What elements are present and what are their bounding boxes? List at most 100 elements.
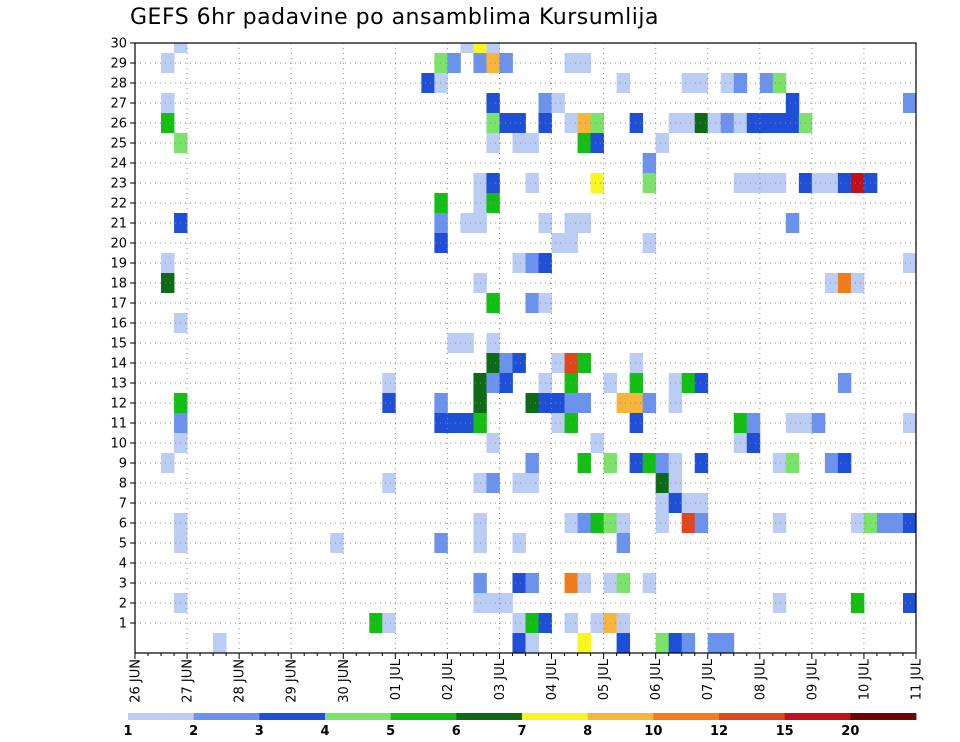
- heatmap-cell: [577, 393, 591, 413]
- heatmap-cell: [486, 93, 500, 113]
- heatmap-cell: [655, 133, 670, 153]
- heatmap-cell: [330, 533, 344, 553]
- heatmap-cell: [694, 493, 709, 513]
- heatmap-cell: [629, 113, 644, 133]
- heatmap-cell: [616, 573, 631, 593]
- heatmap-cell: [590, 513, 604, 533]
- heatmap-cell: [525, 613, 539, 633]
- heatmap-cell: [850, 173, 865, 193]
- x-tick-label: 30 JUN: [337, 659, 352, 703]
- heatmap-cell: [590, 133, 604, 153]
- heatmap-cell: [382, 373, 396, 393]
- legend-label: 6: [452, 724, 461, 739]
- heatmap-cell: [161, 113, 175, 133]
- legend-label: 15: [776, 724, 794, 739]
- heatmap-cell: [616, 533, 631, 553]
- heatmap-cell: [655, 493, 670, 513]
- heatmap-cell: [577, 113, 591, 133]
- y-tick-label: 29: [110, 57, 127, 72]
- heatmap-cell: [525, 453, 539, 473]
- heatmap-cell: [694, 513, 709, 533]
- heatmap-cell: [551, 233, 565, 253]
- heatmap-cell: [811, 173, 826, 193]
- y-tick-label: 11: [110, 417, 127, 432]
- heatmap-cell: [707, 633, 722, 653]
- heatmap-cell: [512, 133, 526, 153]
- y-tick-label: 7: [119, 497, 127, 512]
- heatmap-cell: [681, 113, 696, 133]
- heatmap-cell: [551, 93, 565, 113]
- heatmap-cell: [473, 43, 487, 53]
- y-tick-label: 23: [110, 177, 127, 192]
- heatmap-cell: [161, 253, 175, 273]
- heatmap-cell: [616, 73, 631, 93]
- heatmap-cell: [681, 373, 696, 393]
- heatmap-cell: [590, 173, 604, 193]
- heatmap-cell: [434, 393, 448, 413]
- legend-swatch: [784, 713, 851, 720]
- heatmap-cell: [434, 233, 448, 253]
- heatmap-cell: [512, 253, 526, 273]
- heatmap-cell: [447, 333, 461, 353]
- heatmap-cell: [486, 133, 500, 153]
- heatmap-cell: [434, 533, 448, 553]
- chart-title: GEFS 6hr padavine po ansamblima Kursumli…: [130, 5, 659, 30]
- heatmap-cell: [902, 253, 917, 273]
- heatmap-cell: [499, 353, 513, 373]
- heatmap-cell: [655, 473, 670, 493]
- heatmap-cell: [772, 173, 787, 193]
- legend-label: 20: [841, 724, 859, 739]
- legend-swatch: [719, 713, 786, 720]
- legend-swatch: [193, 713, 260, 720]
- heatmap-cell: [616, 393, 631, 413]
- heatmap-cell: [382, 473, 396, 493]
- heatmap-cell: [616, 613, 631, 633]
- x-tick-label: 10 JUL: [857, 658, 872, 700]
- heatmap-cell: [486, 433, 500, 453]
- legend-label: 4: [320, 724, 329, 739]
- heatmap-cell: [369, 613, 383, 633]
- y-tick-label: 17: [110, 297, 127, 312]
- heatmap-cell: [577, 133, 591, 153]
- heatmap-cell: [564, 233, 578, 253]
- y-tick-label: 26: [110, 117, 127, 132]
- heatmap-cell: [421, 73, 435, 93]
- heatmap-cell: [707, 113, 722, 133]
- legend-swatch: [456, 713, 523, 720]
- legend-label: 10: [644, 724, 662, 739]
- x-tick-label: 26 JUN: [129, 659, 144, 703]
- heatmap-cell: [512, 113, 526, 133]
- y-tick-label: 15: [110, 337, 127, 352]
- heatmap-cell: [772, 73, 787, 93]
- heatmap-cell: [564, 373, 578, 393]
- legend-swatch: [653, 713, 720, 720]
- heatmap-cell: [564, 413, 578, 433]
- heatmap-cell: [629, 373, 644, 393]
- heatmap-cell: [551, 413, 565, 433]
- heatmap-cell: [525, 133, 539, 153]
- heatmap-cell: [486, 293, 500, 313]
- heatmap-cell: [772, 113, 787, 133]
- heatmap-cell: [564, 353, 578, 373]
- heatmap-cell: [577, 453, 591, 473]
- legend-swatch: [522, 713, 589, 720]
- heatmap-cell: [499, 373, 513, 393]
- heatmap-cell: [837, 453, 852, 473]
- heatmap-cell: [564, 213, 578, 233]
- x-tick-label: 07 JUL: [701, 658, 716, 700]
- legend-swatch: [259, 713, 326, 720]
- legend-swatch: [128, 713, 195, 720]
- y-tick-label: 4: [119, 557, 127, 572]
- y-tick-label: 19: [110, 257, 127, 272]
- heatmap-cell: [551, 353, 565, 373]
- legend-label: 12: [710, 724, 728, 739]
- color-legend: 1 2 3 4 5 6 7 8 10 12 15 20: [123, 713, 917, 739]
- heatmap-cell: [785, 453, 800, 473]
- x-tick-label: 05 JUL: [597, 658, 612, 700]
- y-tick-label: 25: [110, 137, 127, 152]
- y-tick-label: 30: [110, 37, 127, 52]
- y-tick-label: 9: [119, 457, 127, 472]
- heatmap-cell: [486, 173, 500, 193]
- heatmap-cell: [681, 633, 696, 653]
